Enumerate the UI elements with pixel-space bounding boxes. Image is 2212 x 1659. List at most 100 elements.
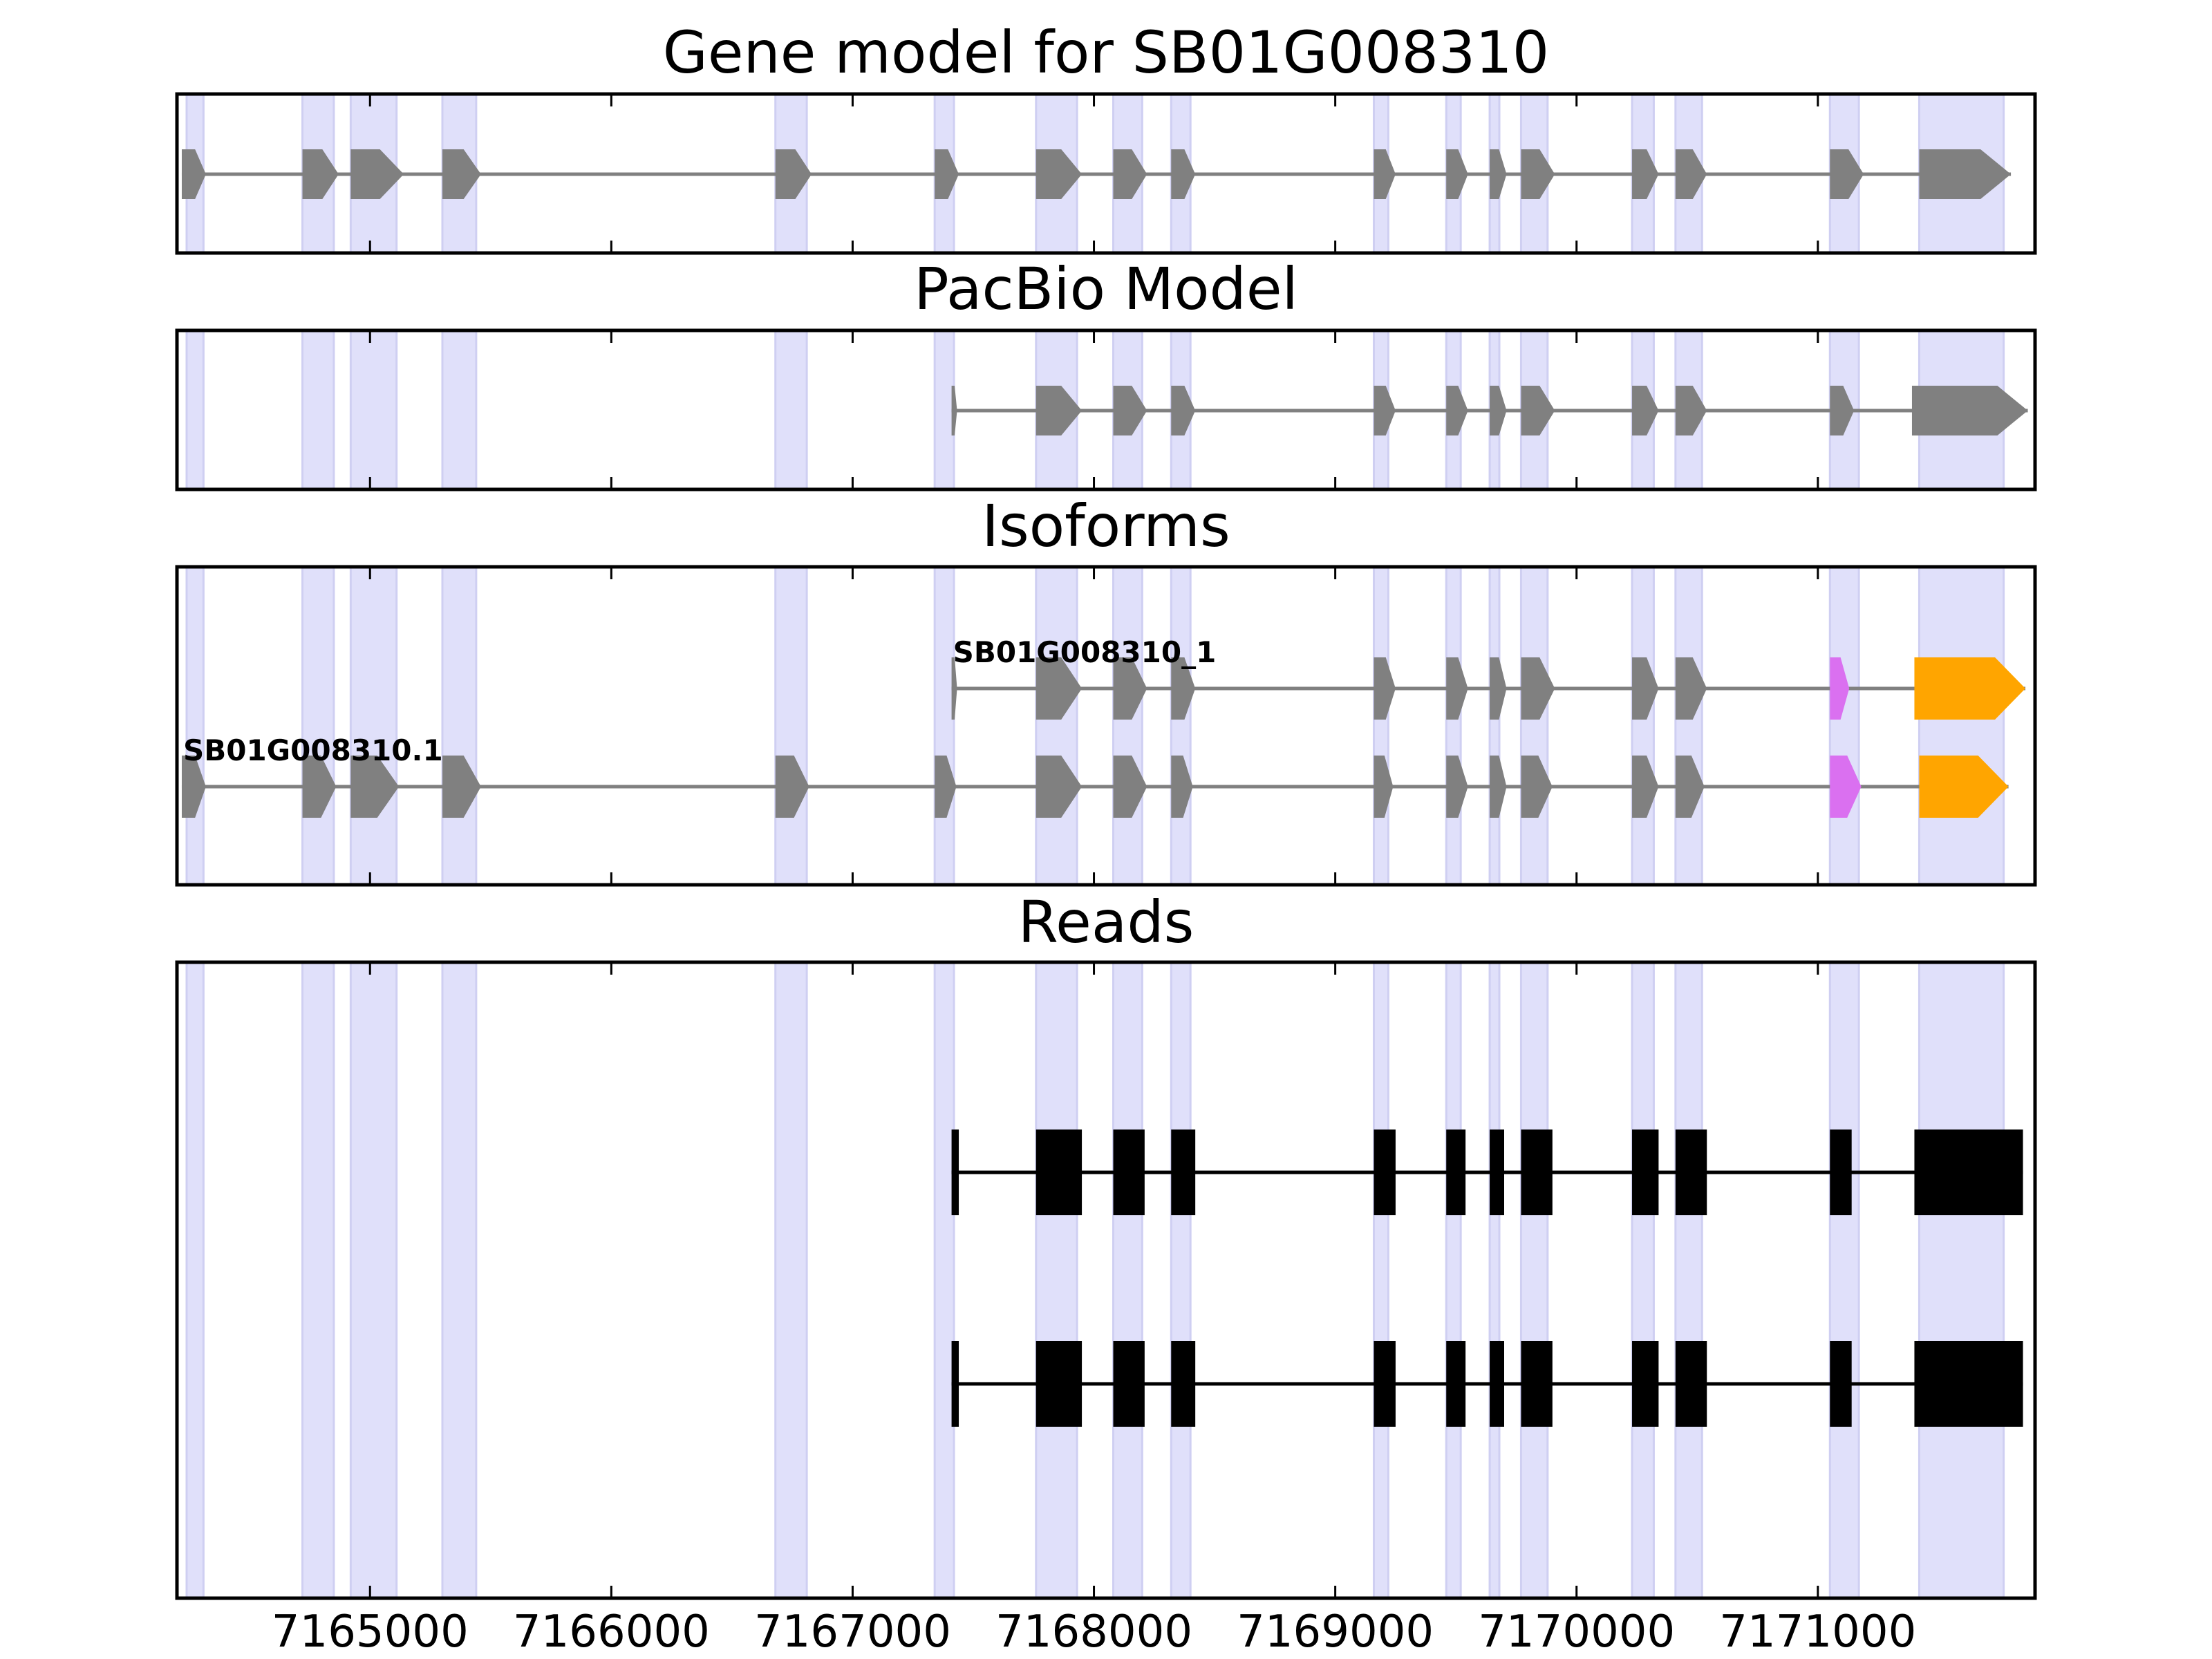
read-block [1632,1130,1659,1215]
highlight-band [441,329,478,491]
isoform-label: SB01G008310.1 [183,733,443,767]
read-block [1374,1130,1396,1215]
highlight-band [185,961,205,1600]
exon-arrow [181,149,206,199]
exon-arrow [1171,149,1196,199]
read-block [1113,1130,1145,1215]
exon-arrow [1171,386,1196,435]
read-block [1490,1130,1504,1215]
highlight-band [1828,961,1860,1600]
isoforms-axes-frame [175,565,2037,887]
highlight-band [441,961,478,1600]
highlight-band [774,961,808,1600]
exon-arrow [1632,386,1659,435]
highlight-band [349,565,398,886]
exon-arrow [1446,386,1468,435]
read-block [1113,1341,1145,1427]
highlight-band [1112,565,1143,886]
read-block [1675,1341,1707,1427]
highlight-band [1445,961,1462,1600]
utr3-exon [1919,756,2009,818]
read-block [1632,1341,1659,1427]
exon-arrow [1035,657,1082,720]
exon-arrow [775,149,812,199]
pacbio-model-panel: PacBio Model [175,255,2037,491]
highlight-band [1170,961,1192,1600]
exon-arrow [1113,386,1147,435]
exon-arrow [442,756,481,818]
read-block [1914,1341,2023,1427]
exon-arrow [1521,756,1553,818]
highlight-band [349,961,398,1600]
x-tick-label: 7167000 [754,1606,951,1658]
read-block [1446,1341,1466,1427]
highlight-band [933,961,955,1600]
exon-arrow [1632,149,1659,199]
highlight-band [1372,565,1389,886]
exon-arrow [935,756,957,818]
highlight-band [1035,961,1078,1600]
highlight-band [774,565,808,886]
highlight-band [1112,961,1143,1600]
reads-panel: Reads [175,888,2037,1600]
exon-arrow [181,756,206,818]
exon-arrow [1521,149,1555,199]
highlight-band [441,565,478,886]
read-block [1035,1341,1082,1427]
read-block [1171,1341,1196,1427]
gene-model-axes-frame [175,92,2037,255]
exon-arrow [1446,657,1468,720]
reads-axes-frame [175,960,2037,1600]
read-block [1521,1341,1553,1427]
read-block [1675,1130,1707,1215]
isoform-label: SB01G008310_1 [953,635,1217,669]
highlight-band [1918,961,2005,1600]
exon-arrow [350,756,400,818]
exon-arrow [1171,756,1193,818]
exon-arrow [302,149,339,199]
exon-arrow [1374,657,1396,720]
highlight-band [1445,565,1462,886]
exon-arrow [1113,149,1147,199]
isoforms-panel: Isoforms SB01G008310_1 SB01G008310.1 [175,492,2037,887]
highlight-band [1372,961,1389,1600]
exon-arrow [1632,657,1659,720]
exon-arrow [1675,149,1707,199]
read-block [1374,1341,1396,1427]
read-block [1035,1130,1082,1215]
highlight-band [1674,961,1703,1600]
read-block [1914,1130,2023,1215]
highlight-band [1674,565,1703,886]
pacbio-model-title: PacBio Model [914,255,1298,323]
exon-arrow [350,149,404,199]
read-block [1830,1341,1852,1427]
exon-arrow [302,756,337,818]
pacbio-model-axes-frame [175,328,2037,491]
exon-arrow [1446,756,1468,818]
exon-arrow [1490,386,1507,435]
reads-title: Reads [1018,888,1194,956]
exon-arrow [935,149,959,199]
highlight-band [1631,961,1655,1600]
exon-arrow [1632,756,1659,818]
exon-arrow [951,657,957,720]
exon-arrow [1490,657,1507,720]
exon-arrow [775,756,809,818]
highlight-band [185,565,205,886]
read-block [1446,1130,1466,1215]
exon-arrow [1490,756,1507,818]
x-tick-label: 7171000 [1719,1606,1916,1658]
gene-model-title: Gene model for SB01G008310 [663,19,1549,86]
exon-arrow [1675,386,1707,435]
exon-arrow [1919,149,2012,199]
x-tick-label: 7168000 [995,1606,1192,1658]
exon-arrow [1171,657,1196,720]
exon-arrow [1521,386,1555,435]
read-block [1830,1130,1852,1215]
read-block [951,1341,959,1427]
highlight-band [1918,565,2005,886]
highlight-band [1035,565,1078,886]
exon-arrow [442,149,481,199]
exon-arrow [1113,756,1147,818]
exon-arrow [1675,756,1705,818]
